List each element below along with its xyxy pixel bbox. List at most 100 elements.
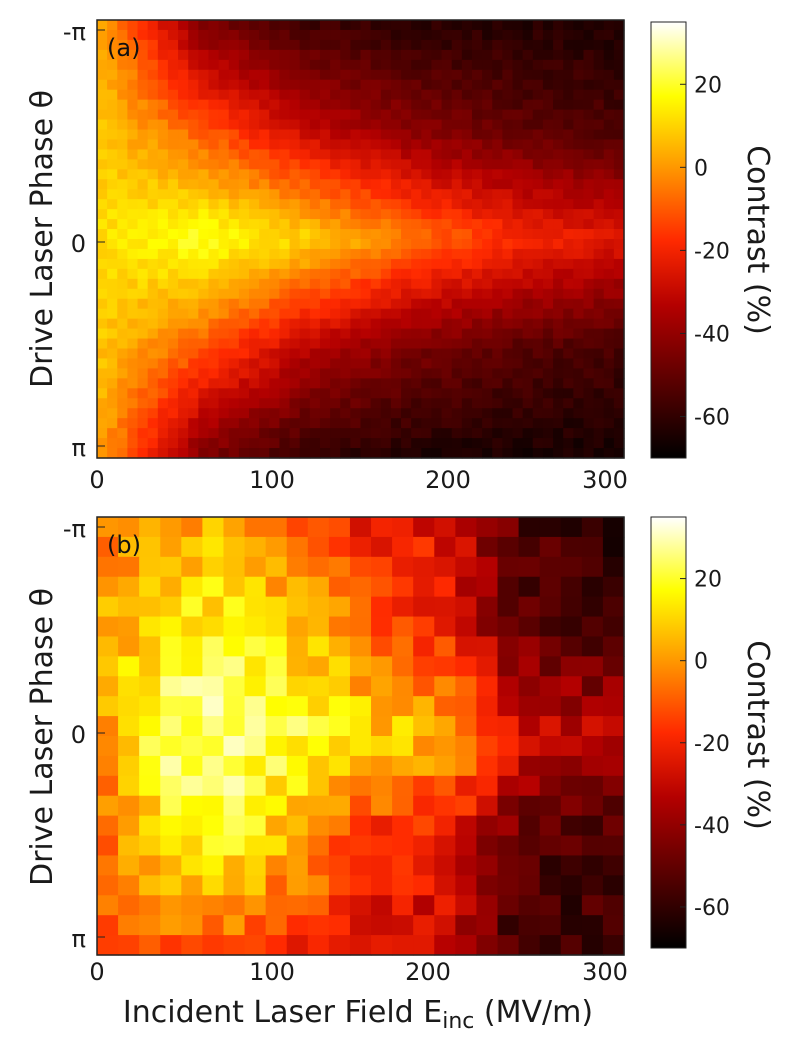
heatmap-cell [518,895,541,916]
heatmap-cell [522,278,534,290]
heatmap-cell [97,268,108,280]
heatmap-cell [560,815,583,837]
heatmap-cell [613,119,625,131]
heatmap-cell [188,69,199,81]
heatmap-cell [441,388,453,399]
heatmap-cell [208,408,220,419]
heatmap-cell [522,408,534,419]
colorbar-tick-label: 20 [694,73,722,98]
heatmap-cell [157,388,169,399]
heatmap-cell [451,318,463,330]
heatmap-cell [553,209,564,220]
heatmap-cell [360,358,372,369]
heatmap-cell [502,268,514,280]
heatmap-cell [431,358,443,369]
heatmap-cell [289,448,301,459]
heatmap-cell [223,815,246,837]
heatmap-cell [340,408,351,419]
heatmap-cell [360,338,372,350]
heatmap-cell [360,179,372,190]
heatmap-cell [553,368,564,379]
heatmap-cell [563,428,574,439]
heatmap-cell [512,179,524,190]
heatmap-cell [471,199,483,210]
heatmap-cell [434,775,456,797]
heatmap-cell [512,109,524,121]
heatmap-cell [188,288,199,300]
heatmap-cell [319,328,331,340]
heatmap-cell [218,348,230,360]
heatmap-cell [137,318,149,330]
heatmap-cell [471,308,483,320]
heatmap-cell [482,119,493,131]
heatmap-cell [279,119,291,131]
heatmap-cell [360,258,372,270]
heatmap-cell [451,368,463,379]
heatmap-cell [299,318,311,330]
heatmap-cell [349,676,372,697]
heatmap-cell [502,129,514,141]
heatmap-cell [471,328,483,340]
heatmap-cell [583,20,595,31]
heatmap-cell [563,69,574,81]
heatmap-cell [328,676,351,697]
heatmap-cell [476,556,499,578]
heatmap-cell [157,418,169,429]
heatmap-cell [349,795,372,817]
heatmap-cell [299,20,311,31]
heatmap-cell [147,248,159,260]
heatmap-cell [286,596,309,618]
heatmap-cell [299,89,311,101]
heatmap-cell [522,159,534,170]
heatmap-cell [97,448,108,459]
heatmap-cell [553,229,564,240]
heatmap-cell [532,428,544,439]
heatmap-cell [107,298,118,310]
heatmap-cell [147,59,159,71]
heatmap-cell [147,368,159,379]
heatmap-b [97,517,625,956]
heatmap-cell [269,328,281,340]
heatmap-cell [603,418,615,429]
x-ticks-a: 0 100 200 300 [89,466,628,494]
heatmap-cell [603,328,615,340]
heatmap-cell [181,795,203,817]
heatmap-cell [411,79,422,91]
heatmap-cell [441,378,453,389]
heatmap-cell [107,318,118,330]
heatmap-cell [512,199,524,210]
x-tick-label-a-200: 200 [425,466,471,494]
heatmap-cell [401,378,412,389]
heatmap-cell [223,895,246,916]
heatmap-cell [188,29,199,41]
heatmap-cell [178,139,189,150]
heatmap-cell [218,139,230,150]
heatmap-cell [461,69,473,81]
heatmap-cell [228,79,240,91]
heatmap-cell [137,89,149,101]
heatmap-cell [228,428,240,439]
heatmap-cell [238,209,250,220]
heatmap-cell [188,248,199,260]
heatmap-cell [583,89,595,101]
heatmap-cell [482,358,493,369]
heatmap-cell [553,20,564,31]
heatmap-cell [542,368,554,379]
heatmap-cell [502,109,514,121]
heatmap-cell [117,199,128,210]
heatmap-cell [127,229,139,240]
heatmap-cell [411,89,422,101]
heatmap-cell [198,248,210,260]
heatmap-cell [360,119,372,131]
heatmap-cell [139,676,161,697]
heatmap-cell [492,229,503,240]
heatmap-cell [613,408,625,419]
heatmap-cell [328,536,351,558]
heatmap-cell [413,556,435,578]
heatmap-cell [502,328,514,340]
heatmap-cell [421,318,433,330]
heatmap-cell [137,368,149,379]
heatmap-cell [208,378,220,389]
heatmap-cell [539,676,562,697]
heatmap-cell [613,189,625,200]
